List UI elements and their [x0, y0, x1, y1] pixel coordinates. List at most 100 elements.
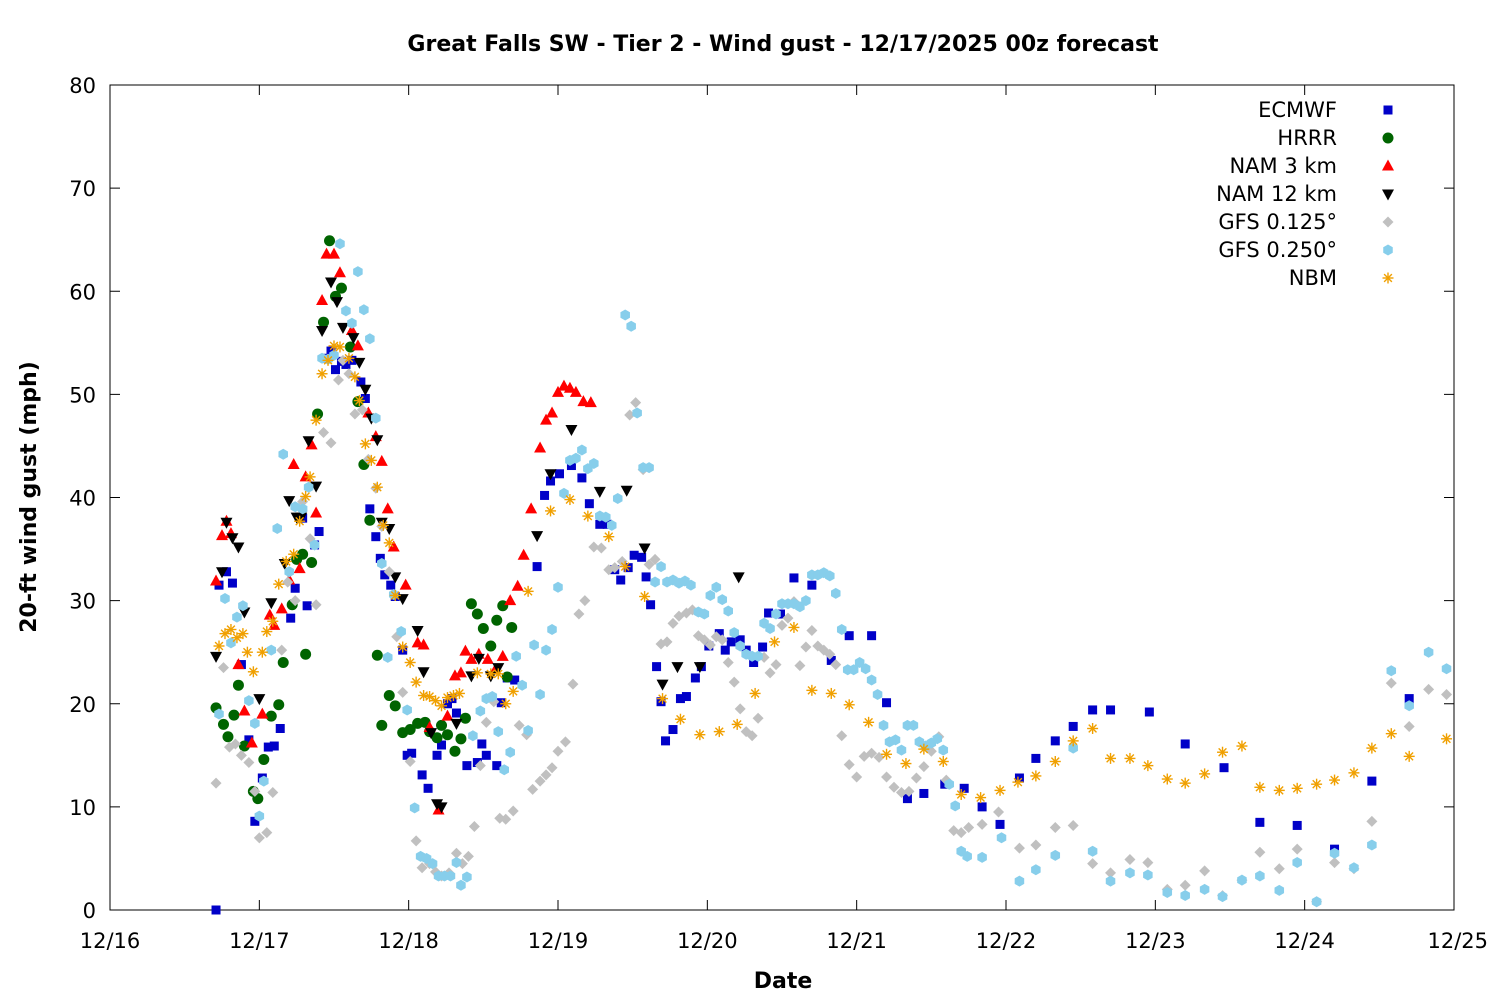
data-point — [806, 625, 818, 637]
data-point — [1030, 839, 1042, 851]
data-point — [749, 687, 761, 699]
data-point — [902, 794, 912, 804]
data-point — [1014, 773, 1024, 783]
data-point — [1068, 742, 1078, 754]
data-point — [442, 699, 452, 709]
data-point — [656, 697, 666, 707]
data-point — [656, 561, 666, 573]
data-point — [831, 587, 841, 599]
data-point — [492, 761, 502, 771]
data-point — [589, 457, 599, 469]
data-point — [481, 750, 491, 760]
data-point — [221, 567, 231, 577]
data-point — [1441, 733, 1453, 745]
data-point — [471, 608, 483, 620]
data-point — [1367, 839, 1377, 851]
data-point — [919, 788, 929, 798]
data-point — [1105, 752, 1117, 764]
data-point — [336, 322, 349, 334]
data-point — [232, 611, 242, 623]
data-point — [389, 589, 401, 601]
data-point — [349, 408, 361, 420]
data-point — [527, 783, 539, 795]
data-point — [300, 648, 312, 660]
data-point — [353, 266, 363, 278]
data-point — [517, 548, 530, 560]
data-point — [407, 748, 417, 758]
data-point — [241, 646, 253, 658]
data-point — [432, 750, 442, 760]
data-point — [210, 777, 222, 789]
data-point — [649, 553, 661, 565]
data-point — [214, 708, 224, 720]
data-point — [1291, 782, 1303, 794]
data-point — [266, 644, 277, 656]
data-point — [487, 691, 498, 703]
data-point — [976, 818, 988, 830]
data-point — [553, 581, 563, 593]
legend-marker — [1383, 105, 1393, 115]
data-point — [1199, 883, 1210, 895]
data-point — [371, 481, 383, 493]
data-point — [229, 738, 241, 750]
data-point — [278, 448, 288, 460]
data-point — [532, 562, 542, 572]
data-point — [245, 736, 258, 748]
data-point — [565, 424, 578, 436]
data-point — [671, 662, 684, 674]
data-point — [267, 615, 279, 627]
data-point — [1385, 677, 1397, 689]
y-tick-label: 30 — [69, 590, 96, 614]
data-point — [310, 414, 322, 426]
data-point — [746, 730, 758, 742]
data-point — [272, 522, 283, 534]
y-tick-label: 40 — [69, 487, 96, 511]
data-point — [389, 572, 402, 584]
data-point — [1254, 781, 1266, 793]
data-point — [441, 709, 454, 721]
data-point — [694, 729, 706, 741]
data-point — [329, 349, 339, 361]
data-point — [244, 695, 254, 707]
data-point — [410, 676, 422, 688]
data-point — [456, 879, 466, 891]
data-point — [365, 333, 375, 345]
data-point — [1199, 768, 1211, 780]
legend-marker — [1382, 132, 1394, 144]
data-point — [535, 688, 545, 700]
data-point — [454, 666, 467, 678]
data-point — [417, 667, 430, 679]
data-point — [226, 533, 239, 545]
data-point — [1199, 865, 1211, 877]
data-point — [505, 746, 515, 758]
data-point — [217, 662, 229, 674]
data-point — [265, 710, 277, 722]
data-point — [227, 578, 237, 588]
data-point — [732, 572, 745, 584]
data-point — [867, 631, 877, 641]
data-point — [623, 563, 633, 573]
data-point — [661, 736, 671, 746]
data-point — [752, 712, 764, 724]
data-point — [477, 622, 489, 634]
data-point — [220, 593, 230, 605]
data-point — [566, 461, 576, 471]
data-point — [437, 740, 447, 750]
data-point — [1237, 874, 1247, 886]
data-point — [1125, 867, 1135, 879]
data-point — [1143, 869, 1153, 881]
data-series — [210, 235, 1453, 915]
data-point — [806, 684, 818, 696]
data-point — [1067, 735, 1079, 747]
data-point — [1441, 688, 1453, 700]
data-point — [771, 608, 781, 620]
data-point — [690, 673, 700, 683]
data-point — [387, 540, 400, 552]
data-point — [1142, 857, 1154, 869]
data-point — [620, 309, 630, 321]
data-point — [1219, 763, 1229, 773]
data-point — [217, 718, 229, 730]
data-point — [506, 621, 518, 633]
data-point — [643, 559, 655, 571]
x-tick-label: 12/21 — [826, 929, 887, 953]
